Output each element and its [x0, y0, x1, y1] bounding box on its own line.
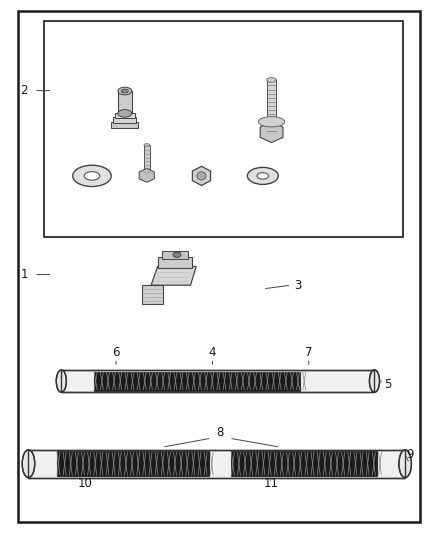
- Text: 1: 1: [20, 268, 28, 281]
- Text: 3: 3: [294, 279, 301, 292]
- Ellipse shape: [73, 165, 111, 187]
- Ellipse shape: [267, 78, 276, 82]
- Bar: [158, 257, 192, 268]
- Bar: [28, 450, 405, 478]
- Bar: [118, 91, 132, 114]
- Bar: [61, 370, 374, 392]
- Polygon shape: [142, 285, 163, 304]
- Bar: [113, 117, 136, 123]
- Ellipse shape: [369, 370, 380, 392]
- Bar: [144, 145, 150, 174]
- Bar: [44, 21, 403, 237]
- Ellipse shape: [144, 143, 150, 147]
- Ellipse shape: [399, 450, 411, 478]
- Text: 2: 2: [20, 84, 28, 97]
- Text: 5: 5: [384, 378, 391, 391]
- Bar: [111, 123, 138, 128]
- Text: 4: 4: [208, 346, 216, 359]
- Bar: [231, 451, 377, 476]
- Text: 11: 11: [263, 477, 278, 490]
- Ellipse shape: [258, 117, 285, 127]
- Polygon shape: [192, 166, 211, 185]
- Polygon shape: [260, 122, 283, 142]
- Bar: [94, 372, 300, 391]
- Bar: [162, 251, 188, 259]
- Ellipse shape: [118, 87, 132, 95]
- Ellipse shape: [247, 167, 278, 184]
- Bar: [28, 450, 405, 478]
- Ellipse shape: [121, 89, 128, 93]
- Bar: [267, 80, 276, 133]
- Text: 7: 7: [305, 346, 313, 359]
- Bar: [61, 370, 374, 392]
- Ellipse shape: [257, 173, 268, 179]
- Text: 10: 10: [78, 477, 93, 490]
- Polygon shape: [151, 266, 196, 285]
- Ellipse shape: [84, 172, 100, 180]
- Ellipse shape: [22, 450, 35, 478]
- Ellipse shape: [56, 370, 67, 392]
- Text: 8: 8: [217, 426, 224, 439]
- Text: 6: 6: [112, 346, 120, 359]
- Text: 9: 9: [406, 448, 413, 461]
- Ellipse shape: [173, 252, 181, 257]
- Ellipse shape: [118, 110, 132, 117]
- Ellipse shape: [197, 172, 206, 180]
- Bar: [57, 451, 209, 476]
- Polygon shape: [139, 168, 154, 182]
- Bar: [115, 113, 134, 118]
